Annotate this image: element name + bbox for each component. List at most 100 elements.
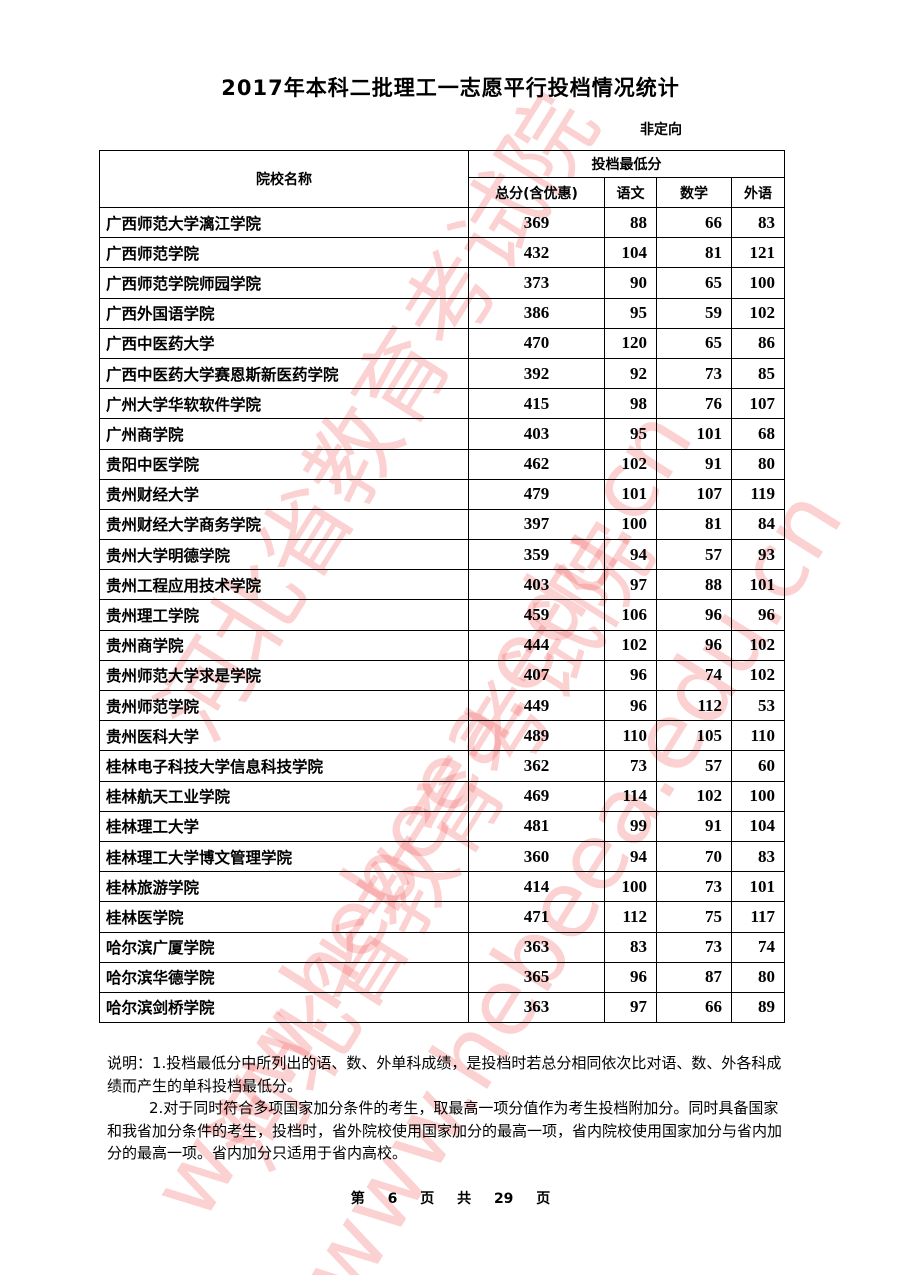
chinese-score: 106 [604,599,657,631]
math-score: 65 [656,267,732,299]
table-row: 哈尔滨广厦学院 363 83 73 74 [99,931,785,963]
school-name: 贵州商学院 [99,629,469,661]
header-math: 数学 [656,177,732,208]
foreign-score: 80 [731,961,785,993]
school-name: 贵州财经大学 [99,478,469,510]
header-foreign: 外语 [731,177,785,208]
header-chinese: 语文 [604,177,657,208]
foreign-score: 101 [731,569,785,601]
math-score: 81 [656,237,732,269]
chinese-score: 104 [604,237,657,269]
chinese-score: 97 [604,569,657,601]
foreign-score: 102 [731,629,785,661]
math-score: 81 [656,508,732,541]
table-row: 贵州财经大学商务学院 397 100 81 84 [99,508,785,541]
total-score: 415 [468,388,605,420]
total-score: 459 [468,599,605,631]
header-name: 院校名称 [99,150,469,208]
school-name: 哈尔滨华德学院 [99,961,469,993]
chinese-score: 110 [604,720,657,752]
foreign-score: 86 [731,327,785,359]
table-row: 桂林理工大学博文管理学院 360 94 70 83 [99,840,785,873]
total-score: 481 [468,810,605,842]
table-row: 桂林旅游学院 414 100 73 101 [99,871,785,903]
total-score: 432 [468,237,605,269]
table-row: 贵州师范大学求是学院 407 96 74 102 [99,659,785,692]
school-name: 哈尔滨广厦学院 [99,931,469,963]
notes: 说明：1.投档最低分中所列出的语、数、外单科成绩，是投档时若总分相同依次比对语、… [107,1052,787,1165]
math-score: 96 [656,629,732,661]
subtitle: 非定向 [640,122,682,138]
foreign-score: 68 [731,418,785,450]
foreign-score: 80 [731,448,785,480]
total-score: 471 [468,901,605,933]
foreign-score: 100 [731,267,785,299]
math-score: 66 [656,991,732,1024]
total-score: 359 [468,539,605,571]
foreign-score: 100 [731,780,785,812]
chinese-score: 95 [604,297,657,329]
math-score: 65 [656,327,732,359]
chinese-score: 112 [604,901,657,933]
foreign-score: 110 [731,720,785,752]
table-row: 广西师范大学漓江学院 369 88 66 83 [99,206,785,239]
foreign-score: 119 [731,478,785,510]
school-name: 贵州工程应用技术学院 [99,569,469,601]
school-name: 贵州师范学院 [99,689,469,722]
table-row: 哈尔滨剑桥学院 363 97 66 89 [99,991,785,1024]
math-score: 91 [656,810,732,842]
school-name: 贵州医科大学 [99,720,469,752]
math-score: 91 [656,448,732,480]
chinese-score: 95 [604,418,657,450]
admission-table: 院校名称 投档最低分 总分(含优惠) 语文 数学 外语 广西师范大学漓江学院 36… [99,150,785,1024]
total-score: 489 [468,720,605,752]
total-score: 362 [468,750,605,782]
foreign-score: 104 [731,810,785,842]
math-score: 75 [656,901,732,933]
total-score: 407 [468,659,605,692]
chinese-score: 102 [604,448,657,480]
total-score: 479 [468,478,605,510]
table-row: 贵州工程应用技术学院 403 97 88 101 [99,569,785,601]
table-row: 广西中医药大学 470 120 65 86 [99,327,785,359]
foreign-score: 53 [731,689,785,722]
table-row: 贵州师范学院 449 96 112 53 [99,689,785,722]
school-name: 哈尔滨剑桥学院 [99,991,469,1024]
math-score: 96 [656,599,732,631]
math-score: 57 [656,750,732,782]
table-row: 贵州理工学院 459 106 96 96 [99,599,785,631]
chinese-score: 94 [604,840,657,873]
foreign-score: 101 [731,871,785,903]
school-name: 桂林理工大学 [99,810,469,842]
table-row: 广州大学华软软件学院 415 98 76 107 [99,388,785,420]
chinese-score: 97 [604,991,657,1024]
table-row: 哈尔滨华德学院 365 96 87 80 [99,961,785,993]
school-name: 桂林旅游学院 [99,871,469,903]
chinese-score: 98 [604,388,657,420]
foreign-score: 84 [731,508,785,541]
chinese-score: 96 [604,689,657,722]
table-row: 桂林航天工业学院 469 114 102 100 [99,780,785,812]
school-name: 贵州理工学院 [99,599,469,631]
total-score: 392 [468,357,605,390]
math-score: 59 [656,297,732,329]
school-name: 广西中医药大学赛恩斯新医药学院 [99,357,469,390]
header-total: 总分(含优惠) [468,177,605,208]
total-score: 403 [468,418,605,450]
table-row: 广州商学院 403 95 101 68 [99,418,785,450]
header-group: 投档最低分 [468,150,785,178]
math-score: 105 [656,720,732,752]
total-score: 414 [468,871,605,903]
foreign-score: 83 [731,840,785,873]
chinese-score: 90 [604,267,657,299]
chinese-score: 83 [604,931,657,963]
total-score: 403 [468,569,605,601]
math-score: 88 [656,569,732,601]
school-name: 贵阳中医学院 [99,448,469,480]
math-score: 70 [656,840,732,873]
foreign-score: 83 [731,206,785,239]
foreign-score: 121 [731,237,785,269]
math-score: 57 [656,539,732,571]
total-score: 469 [468,780,605,812]
math-score: 101 [656,418,732,450]
